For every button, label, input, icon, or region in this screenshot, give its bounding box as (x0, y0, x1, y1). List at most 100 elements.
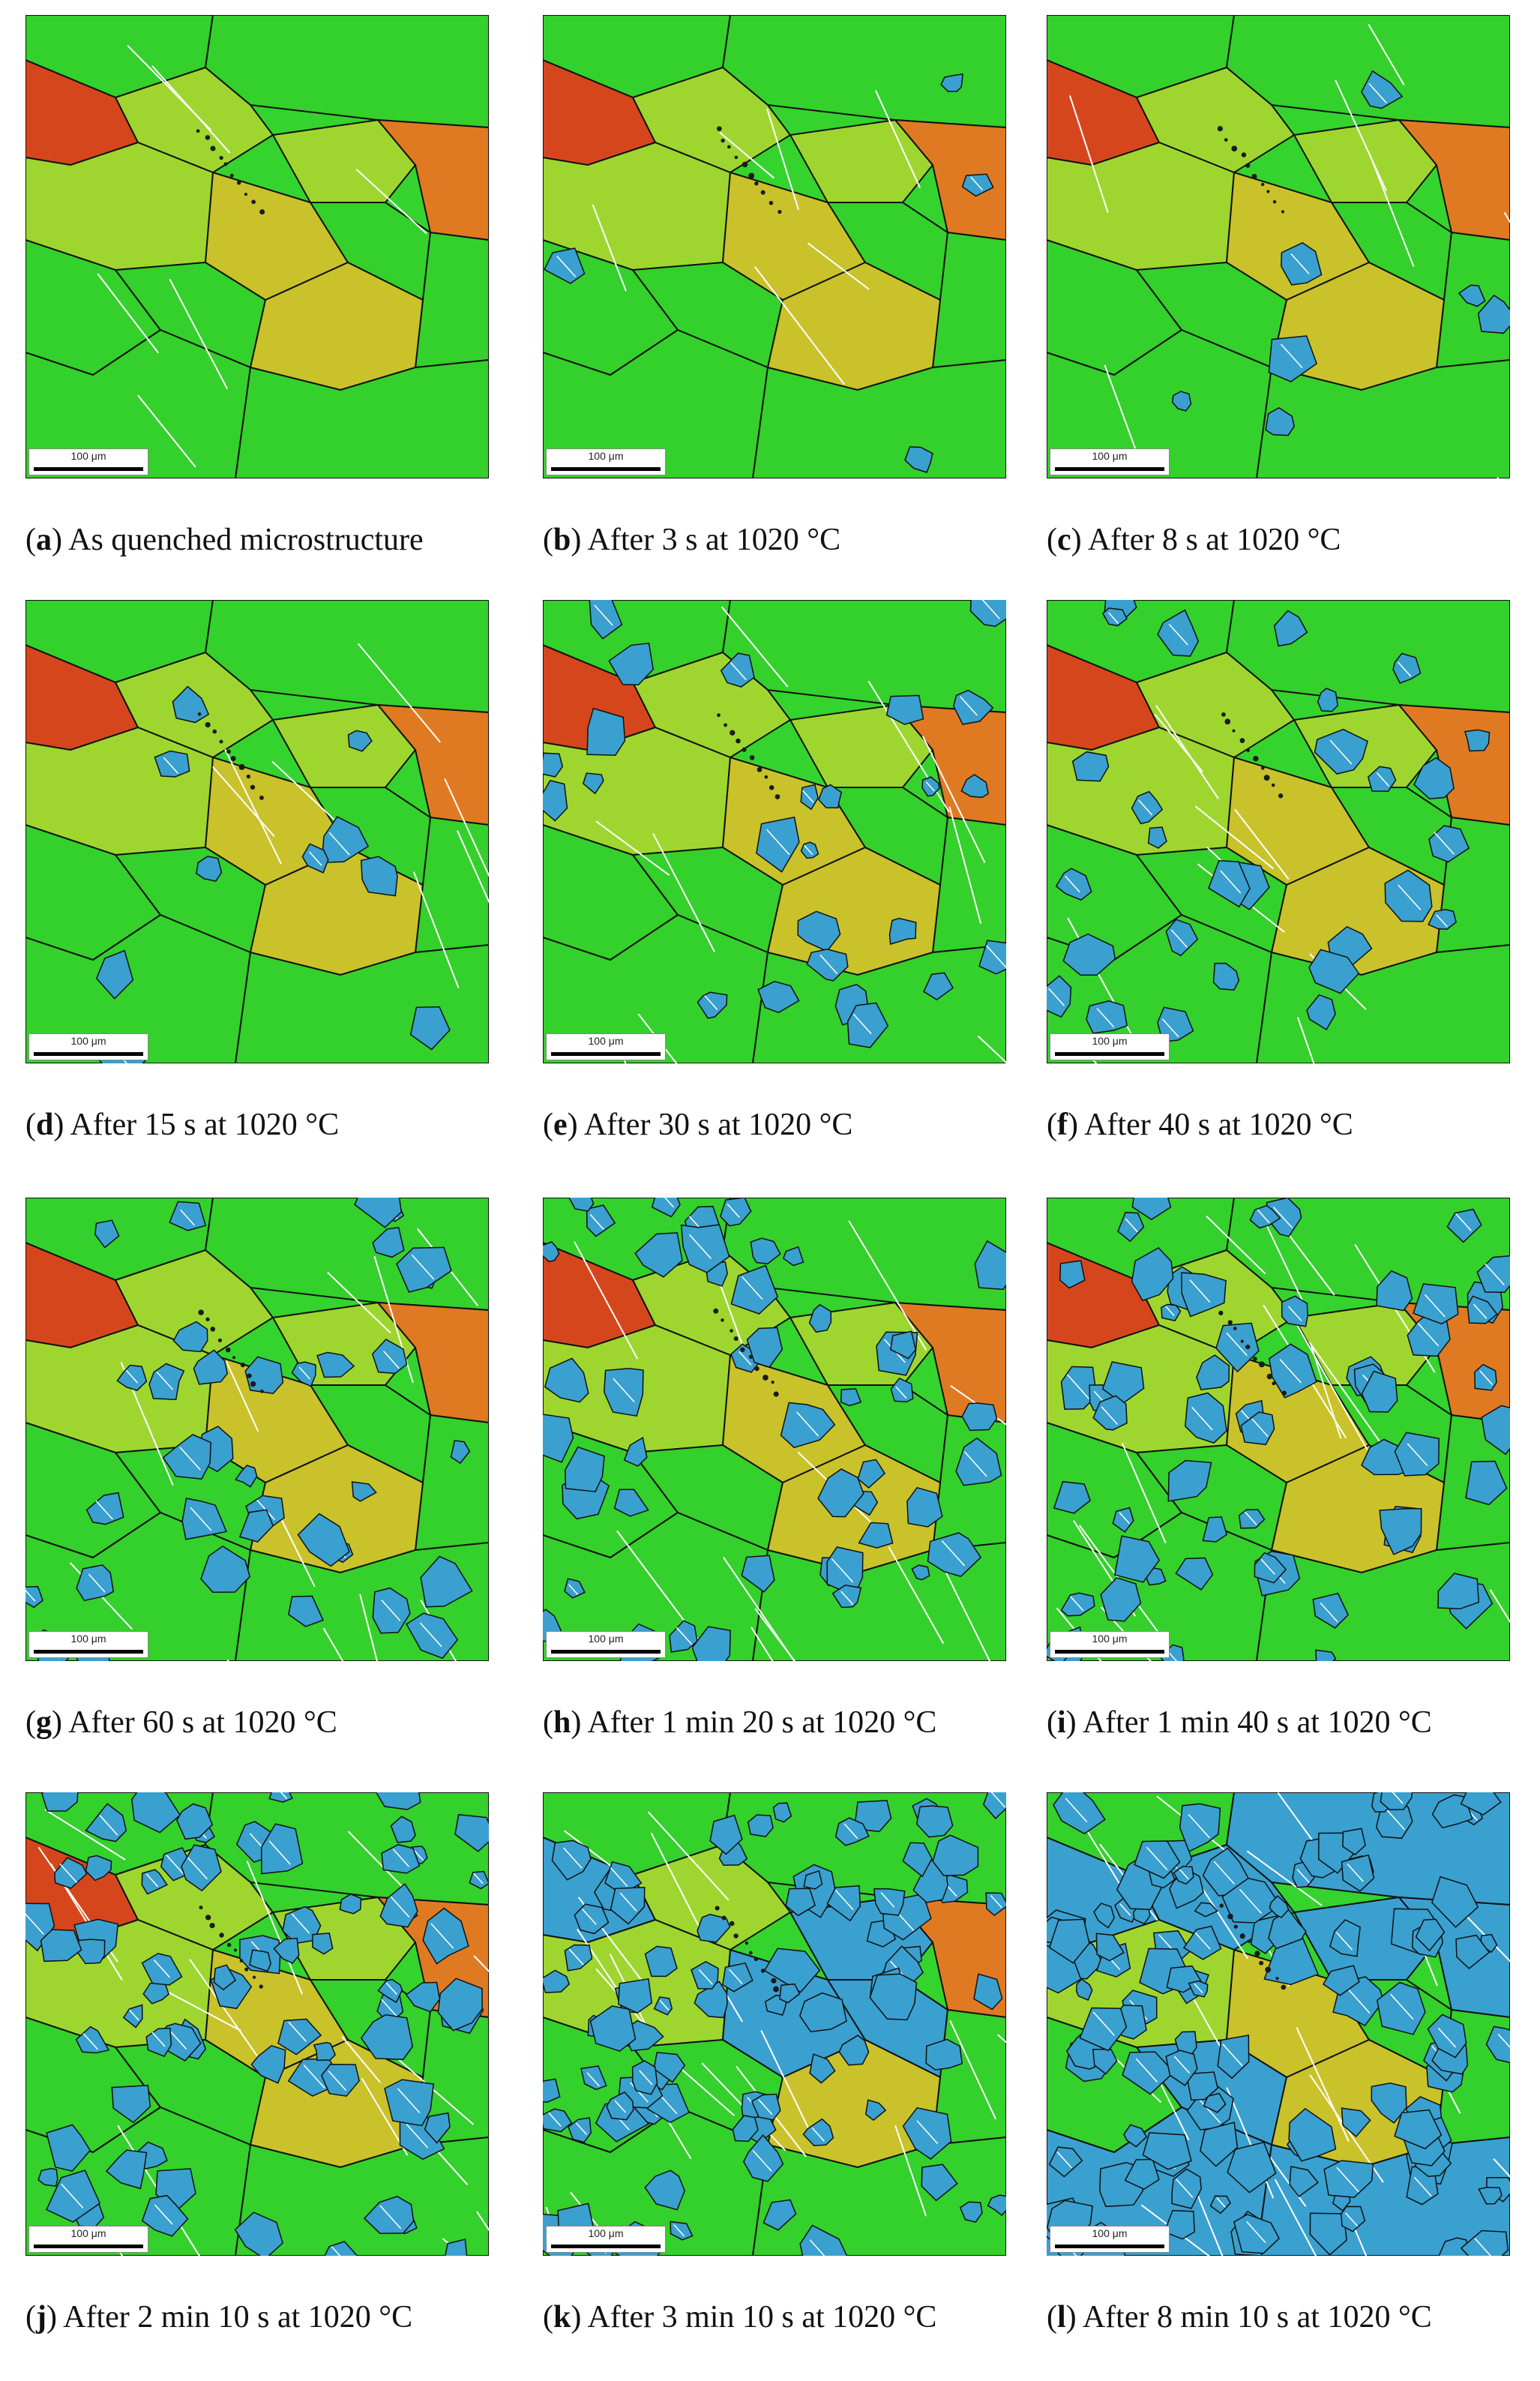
recrystallized-grain (809, 2053, 836, 2084)
recrystallized-grain (1446, 1208, 1482, 1243)
pore (773, 1391, 779, 1397)
pore (769, 784, 774, 790)
recrystallized-grain (772, 1802, 792, 1823)
twin-boundary (412, 871, 460, 988)
caption-i: (i) After 1 min 40 s at 1020 °C (1047, 1705, 1432, 1740)
recrystallized-grain (634, 1232, 683, 1278)
recrystallized-grain (1317, 688, 1339, 712)
recrystallized-grain (154, 750, 190, 778)
twin-boundary (652, 833, 715, 952)
twin-boundary (963, 1451, 987, 1477)
twin-boundary (385, 1982, 397, 1995)
twin-boundary (589, 1213, 604, 1230)
twin-boundary (430, 1923, 454, 1949)
parent-grain (789, 703, 934, 788)
recrystallized-grain (613, 1489, 649, 1517)
twin-boundary (1216, 2197, 1226, 2208)
recrystallized-grain (1431, 1876, 1479, 1928)
recrystallized-grain (1361, 1370, 1398, 1413)
recrystallized-grain (817, 1468, 864, 1518)
twin-boundary (1194, 1932, 1211, 1950)
twin-boundary (659, 1999, 670, 2011)
ebsd-map-d: 100 μm (25, 600, 489, 1063)
recrystallized-grain (1194, 1902, 1218, 1918)
recrystallized-grain (1329, 1919, 1361, 1957)
pore (1281, 1390, 1287, 1396)
twin-boundary (819, 954, 838, 975)
pore (259, 1389, 264, 1393)
recrystallized-grain (424, 2112, 451, 2144)
twin-boundary (916, 2120, 939, 2145)
panel-c: 100 μm (c) After 8 s at 1020 °C (1047, 15, 1540, 570)
pore (233, 1948, 238, 1952)
recrystallized-grain (747, 1814, 774, 1837)
recrystallized-grain (1122, 2051, 1175, 2095)
pore (754, 1366, 760, 1372)
recrystallized-grain (544, 247, 586, 284)
recrystallized-grain (1485, 2026, 1510, 2064)
twin-boundary (1246, 1850, 1323, 1906)
twin-boundary (921, 736, 986, 863)
twin-boundary (1279, 1359, 1302, 1384)
twin-boundary (619, 1892, 637, 1912)
twin-boundary (1213, 1861, 1235, 1885)
panel-letter: h (553, 1705, 571, 1740)
twin-boundary (727, 1203, 740, 1219)
twin-boundary (848, 1220, 927, 1351)
scale-bar-line (1055, 1052, 1164, 1056)
pore (1272, 199, 1277, 204)
recrystallized-grain (782, 1246, 804, 1267)
pore (1239, 1933, 1245, 1939)
recrystallized-grain (543, 1241, 560, 1263)
scale-bar: 100 μm (28, 2226, 148, 2253)
recrystallized-grain (41, 1792, 79, 1812)
recrystallized-grain (409, 1006, 451, 1051)
twin-boundary (1485, 1263, 1505, 1285)
caption-k: (k) After 3 min 10 s at 1020 °C (543, 2300, 937, 2335)
recrystallized-grain (1481, 1405, 1510, 1456)
twin-boundary (834, 1889, 854, 1911)
twin-boundary (1437, 2027, 1456, 2048)
twin-boundary (1168, 623, 1188, 646)
recrystallized-grain (568, 1198, 595, 1212)
twin-boundary (1146, 1846, 1168, 1870)
recrystallized-grain (1209, 2195, 1232, 2215)
pore (210, 1327, 216, 1332)
twin-boundary (575, 2122, 588, 2136)
scale-bar-label: 100 μm (1092, 1035, 1128, 1047)
twin-boundary (650, 1832, 708, 1942)
recrystallized-grain (1092, 2049, 1118, 2075)
twin-boundary (1368, 82, 1387, 103)
twin-boundary (151, 2032, 166, 2047)
pore (740, 1347, 745, 1353)
scale-bar-label: 100 μm (1092, 1633, 1128, 1645)
twin-boundary (804, 844, 813, 856)
twin-boundary (754, 266, 845, 385)
pore (1254, 1951, 1260, 1957)
twin-boundary (411, 1254, 435, 1280)
pore (715, 1906, 720, 1911)
pore (251, 199, 256, 205)
twin-boundary (1269, 2157, 1307, 2207)
recrystallized-grain (1093, 1903, 1115, 1929)
recrystallized-grain (1458, 284, 1486, 307)
recrystallized-grain (1217, 2035, 1250, 2080)
pore (240, 1363, 246, 1368)
parent-grain (1255, 1541, 1510, 1661)
recrystallized-grain (1163, 2209, 1195, 2240)
twin-boundary (61, 2183, 84, 2209)
recrystallized-grain (746, 1327, 783, 1368)
recrystallized-grain (564, 1578, 586, 1599)
recrystallized-grain (1167, 1459, 1212, 1502)
panel-d: 100 μm (d) After 15 s at 1020 °C (25, 600, 520, 1155)
twin-boundary (1272, 1206, 1293, 1229)
recrystallized-grain (718, 1836, 748, 1867)
pore (760, 1969, 766, 1973)
twin-boundary (82, 2033, 98, 2050)
recrystallized-grain (1092, 1395, 1128, 1431)
panel-letter: d (36, 1108, 54, 1142)
recrystallized-grain (1212, 962, 1240, 991)
ebsd-map-e: 100 μm (543, 600, 1006, 1063)
twin-boundary (673, 2224, 685, 2237)
recrystallized-grain (618, 1978, 653, 2014)
